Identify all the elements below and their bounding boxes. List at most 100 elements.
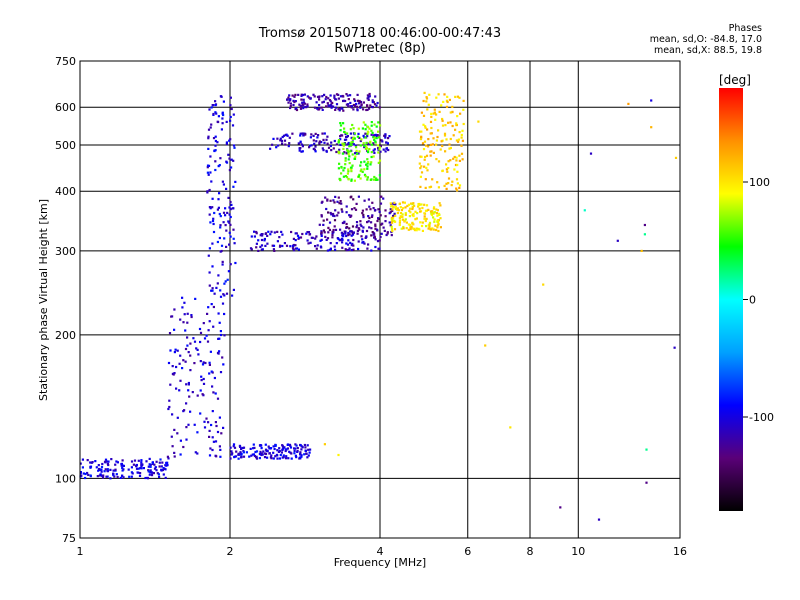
data-point [349,241,352,244]
data-point [645,481,648,484]
data-point [366,221,369,224]
data-point [342,144,345,147]
data-point [300,455,303,458]
data-point [373,151,376,154]
data-point [650,126,653,129]
data-point [404,213,407,216]
data-point [331,230,334,233]
data-point [365,146,368,149]
data-point [337,196,340,199]
data-point [368,141,372,144]
data-point [352,127,355,130]
data-point [363,242,366,245]
data-point [275,146,278,149]
data-point [328,99,332,102]
data-point [376,178,379,181]
data-point [448,147,451,150]
data-point [300,448,303,451]
data-point [212,230,216,234]
data-point [214,144,217,147]
data-point [358,173,361,176]
data-point [296,450,299,453]
data-point [360,225,363,228]
data-point [104,458,108,461]
data-point [673,346,676,349]
data-point [299,444,302,447]
data-point [421,206,424,210]
data-point [207,173,210,176]
data-point [233,146,236,149]
data-point [398,219,402,222]
data-point [333,219,337,222]
data-point [211,448,214,452]
data-point [340,238,343,241]
data-point [349,215,352,218]
data-point [100,470,103,473]
data-point [368,226,371,229]
data-point [255,230,258,234]
data-point [346,172,349,175]
data-point [368,216,371,220]
data-point [130,460,134,463]
data-point [272,451,275,454]
data-point [176,349,179,352]
data-point [158,475,161,478]
data-point [325,150,328,153]
data-point [386,232,389,235]
data-point [242,451,245,454]
data-point [147,470,150,473]
data-point [116,461,119,464]
data-point [213,292,216,295]
data-point [156,472,159,475]
data-point [221,117,224,120]
data-point [193,423,196,426]
data-point [212,112,215,116]
data-point [389,205,393,208]
data-point [322,149,325,152]
data-point [320,214,323,217]
data-point [369,104,372,107]
data-point [274,444,277,447]
data-point [418,162,421,165]
data-point [358,150,361,153]
data-point [218,321,221,324]
data-point [335,98,338,101]
data-point [299,134,302,137]
data-point [276,454,279,457]
data-point [333,201,336,204]
data-point [430,112,433,115]
data-point [425,166,428,169]
data-point [374,238,377,241]
data-point [361,238,364,241]
data-point [300,94,303,97]
data-point [320,231,323,234]
data-point [412,223,415,226]
data-point [163,467,166,470]
data-point [330,103,333,106]
data-point [335,242,338,245]
data-point [437,229,440,233]
data-point [445,105,449,108]
data-point [421,142,425,145]
data-point [224,207,227,210]
data-point [264,443,267,446]
data-point [346,132,349,135]
data-point [347,168,350,171]
data-point [354,105,357,108]
data-point [207,421,210,424]
data-point [379,150,382,153]
data-point [439,226,442,229]
data-point [175,387,178,390]
data-point [218,236,221,240]
data-point [342,109,345,112]
data-point [438,110,441,113]
data-point [211,410,214,413]
data-point [210,106,213,109]
data-point [173,455,176,458]
colorbar-unit-label: [deg] [719,73,751,87]
data-point [322,138,325,141]
data-point [341,246,344,249]
data-point [193,362,196,365]
data-point [443,184,446,187]
data-point [299,105,302,108]
